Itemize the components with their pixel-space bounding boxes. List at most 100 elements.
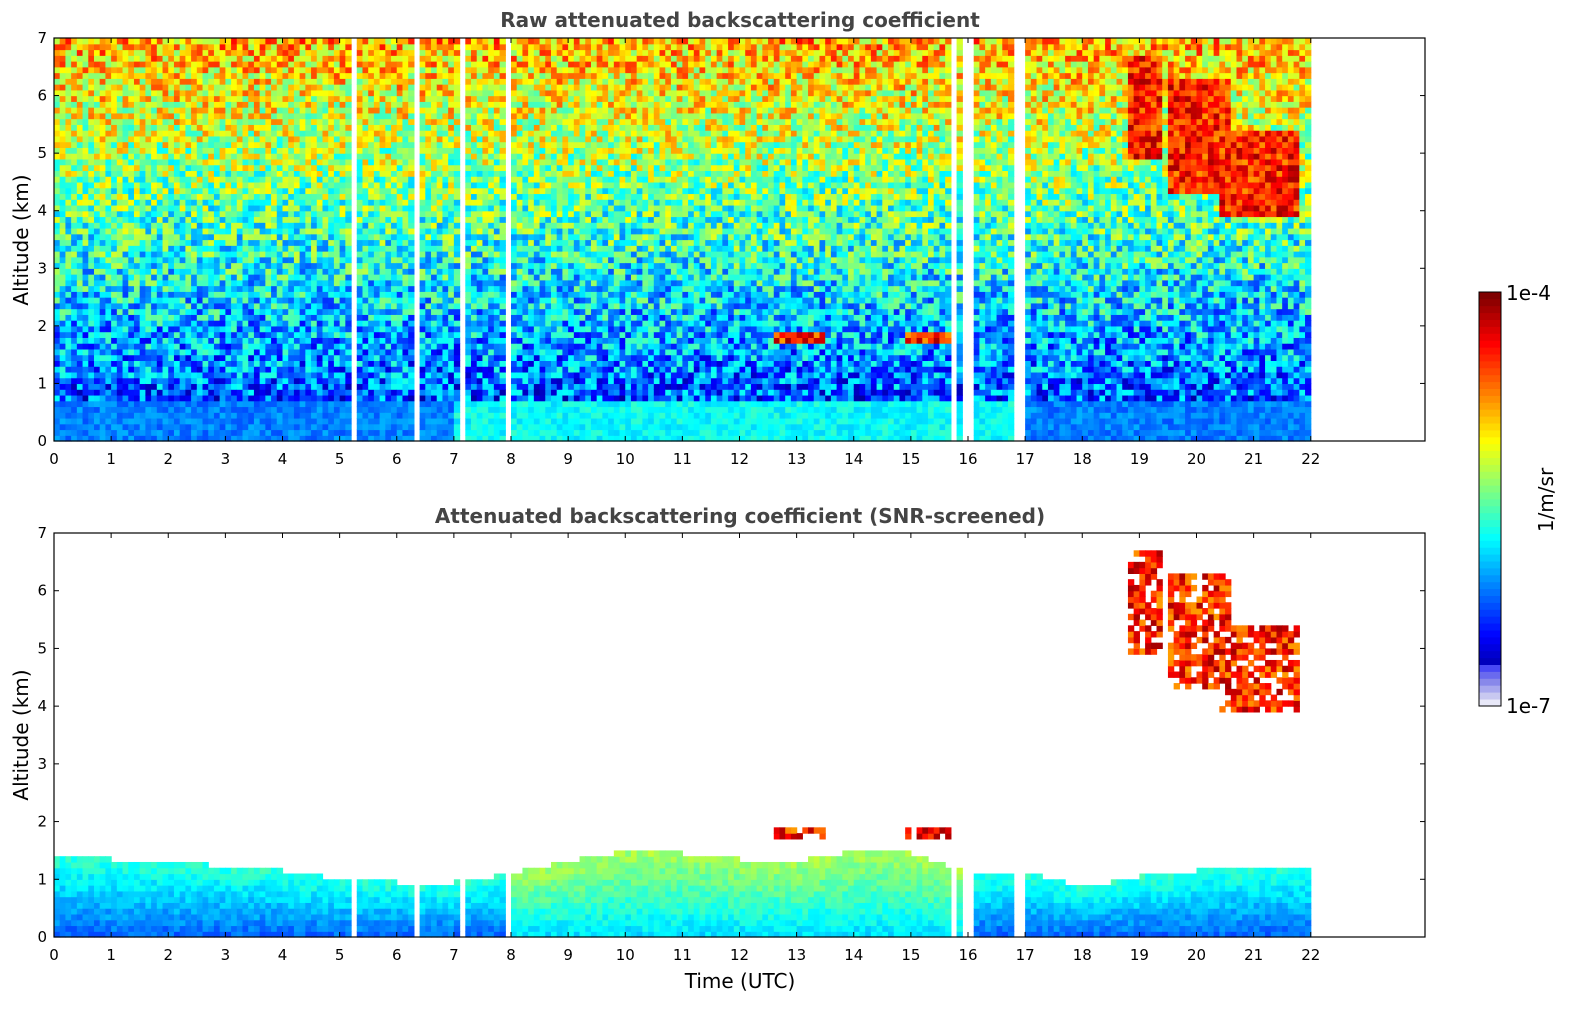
heatmap-cell: [316, 354, 324, 361]
heatmap-cell: [202, 89, 209, 97]
heatmap-cell: [105, 268, 112, 275]
heatmap-cell: [362, 66, 369, 74]
heatmap-cell: [196, 170, 204, 177]
heatmap-cell: [333, 210, 341, 218]
heatmap-cell: [362, 291, 369, 298]
heatmap-cell: [202, 262, 209, 269]
heatmap-cell: [391, 210, 398, 218]
heatmap-cell: [311, 164, 318, 172]
heatmap-cell: [288, 337, 295, 344]
heatmap-cell: [471, 400, 478, 408]
heatmap-cell: [168, 423, 175, 431]
heatmap-cell: [333, 314, 341, 321]
heatmap-cell: [305, 181, 312, 189]
heatmap-cell: [59, 354, 67, 361]
heatmap-cell: [408, 49, 415, 56]
heatmap-cell: [219, 314, 226, 321]
heatmap-cell: [133, 337, 141, 344]
heatmap-cell: [402, 181, 409, 189]
heatmap-cell: [465, 337, 472, 344]
heatmap-cell: [282, 158, 289, 166]
heatmap-cell: [59, 72, 67, 79]
heatmap-cell: [453, 147, 461, 154]
heatmap-cell: [322, 337, 329, 344]
heatmap-cell: [111, 66, 118, 74]
heatmap-cell: [88, 325, 95, 333]
heatmap-cell: [431, 216, 438, 223]
heatmap-cell: [339, 354, 346, 361]
heatmap-cell: [465, 78, 472, 85]
heatmap-cell: [128, 343, 135, 350]
heatmap-cell: [408, 216, 415, 223]
heatmap-cell: [431, 308, 438, 315]
heatmap-cell: [88, 262, 95, 269]
heatmap-cell: [465, 222, 472, 229]
heatmap-cell: [253, 348, 261, 356]
heatmap-cell: [179, 302, 186, 310]
heatmap-cell: [448, 297, 455, 304]
heatmap-cell: [122, 389, 129, 396]
heatmap-cell: [219, 38, 226, 45]
heatmap-cell: [402, 135, 409, 143]
heatmap-cell: [71, 170, 78, 177]
heatmap-cell: [196, 49, 204, 56]
heatmap-cell: [425, 61, 432, 68]
heatmap-cell: [322, 130, 329, 137]
heatmap-cell: [122, 204, 129, 212]
heatmap-cell: [105, 66, 112, 74]
heatmap-cell: [196, 164, 204, 172]
heatmap-cell: [299, 279, 306, 287]
heatmap-cell: [328, 371, 335, 379]
heatmap-cell: [213, 187, 221, 195]
heatmap-cell: [305, 72, 312, 79]
heatmap-cell: [145, 89, 152, 97]
heatmap-cell: [76, 72, 84, 79]
heatmap-cell: [339, 158, 346, 166]
heatmap-cell: [402, 377, 409, 385]
heatmap-cell: [293, 435, 301, 442]
heatmap-cell: [396, 274, 404, 281]
heatmap-cell: [156, 348, 164, 356]
heatmap-cell: [99, 400, 107, 408]
heatmap-cell: [402, 325, 409, 333]
heatmap-cell: [402, 43, 409, 51]
heatmap-cell: [179, 262, 186, 269]
heatmap-cell: [448, 38, 455, 45]
heatmap-cell: [76, 38, 84, 45]
heatmap-cell: [402, 245, 409, 252]
heatmap-cell: [316, 251, 324, 258]
heatmap-cell: [339, 193, 346, 200]
heatmap-cell: [373, 389, 381, 396]
heatmap-cell: [259, 112, 266, 120]
heatmap-cell: [453, 274, 461, 281]
heatmap-cell: [231, 193, 238, 200]
heatmap-cell: [99, 89, 107, 97]
heatmap-cell: [299, 43, 306, 51]
heatmap-cell: [156, 135, 164, 143]
heatmap-cell: [242, 84, 249, 91]
heatmap-cell: [248, 187, 255, 195]
heatmap-cell: [156, 141, 164, 148]
heatmap-cell: [276, 251, 284, 258]
heatmap-cell: [59, 101, 67, 108]
heatmap-cell: [339, 101, 346, 108]
heatmap-cell: [453, 164, 461, 172]
heatmap-cell: [253, 210, 261, 218]
heatmap-cell: [179, 187, 186, 195]
heatmap-cell: [88, 406, 95, 413]
heatmap-cell: [213, 412, 221, 419]
heatmap-cell: [99, 170, 107, 177]
heatmap-cell: [362, 394, 369, 402]
heatmap-cell: [196, 389, 204, 396]
heatmap-cell: [362, 314, 369, 321]
heatmap-cell: [208, 331, 215, 338]
heatmap-cell: [139, 170, 146, 177]
heatmap-cell: [65, 331, 72, 338]
heatmap-cell: [253, 78, 261, 85]
heatmap-cell: [419, 210, 426, 218]
heatmap-cell: [88, 38, 95, 45]
heatmap-cell: [436, 429, 444, 436]
heatmap-cell: [213, 204, 221, 212]
heatmap-cell: [225, 124, 232, 131]
heatmap-cell: [162, 279, 169, 287]
